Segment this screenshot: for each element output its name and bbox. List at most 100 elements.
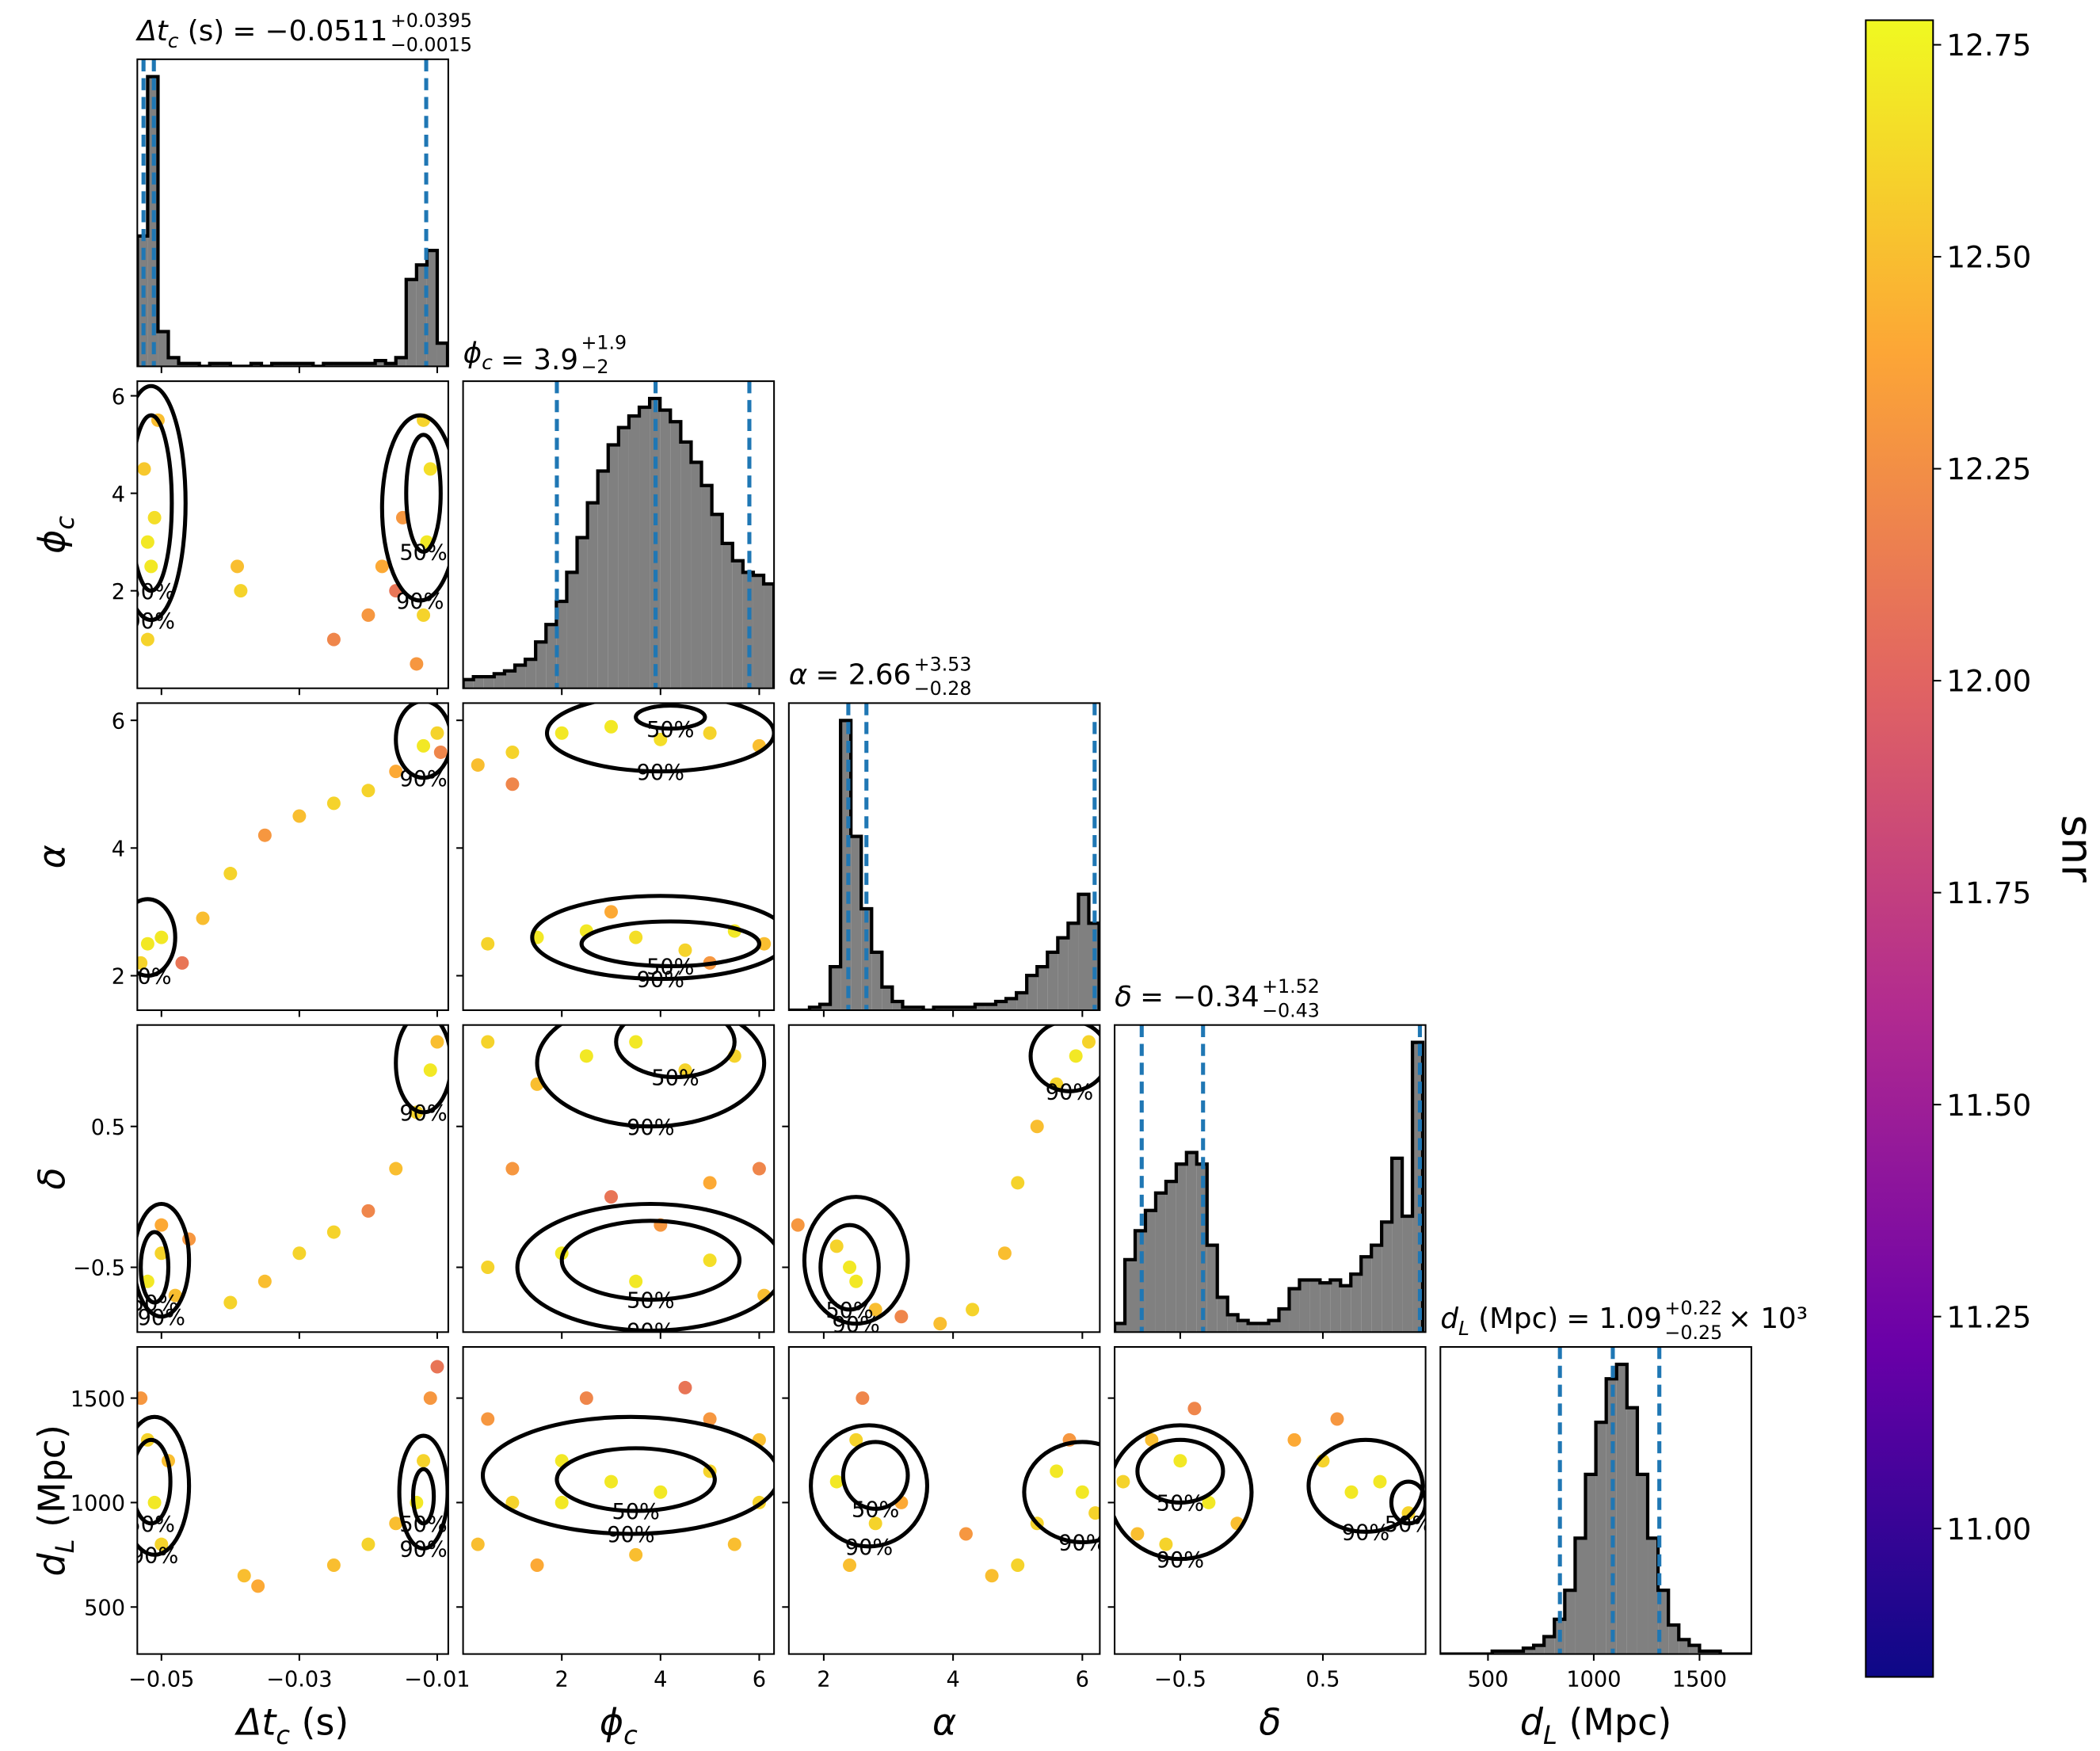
y-axis-label: ϕc	[31, 516, 80, 554]
title-plus: +3.53	[914, 654, 972, 676]
scatter-point	[292, 809, 307, 823]
hist-bar	[639, 407, 650, 689]
scatter-point	[410, 657, 424, 671]
scatter-point	[678, 1063, 692, 1078]
contour-label: 90%	[845, 1535, 893, 1560]
panel-title: α = 2.66	[789, 659, 911, 692]
contour	[137, 383, 188, 623]
scatter-point	[481, 1261, 495, 1275]
hist-bar	[974, 1004, 985, 1010]
contour	[481, 1414, 775, 1536]
contour-label: 50%	[852, 1498, 899, 1523]
scatter-point	[196, 911, 210, 925]
label-unit: (Mpc)	[1557, 1701, 1671, 1744]
y-tick-label: 4	[112, 837, 125, 862]
hist-bar	[670, 422, 681, 689]
scatter-point	[417, 608, 431, 622]
scatter-point	[257, 828, 272, 842]
hist-bar	[587, 502, 598, 689]
scatter-point	[1145, 1432, 1159, 1447]
hist-bar	[691, 462, 702, 689]
hist-bar	[1330, 1280, 1341, 1333]
scatter-point	[1401, 1506, 1416, 1520]
scatter-point	[868, 1303, 882, 1317]
scatter-point	[505, 745, 520, 759]
panel-title: δ = −0.34	[1115, 981, 1260, 1013]
contour	[137, 1437, 173, 1526]
hist-bar	[1068, 923, 1079, 1010]
label-main: ϕ	[31, 530, 74, 554]
hist-bar	[1237, 1320, 1248, 1333]
panel-frame	[136, 1345, 449, 1655]
scatter-point	[430, 726, 444, 740]
hist-bar	[985, 1004, 996, 1010]
contour	[614, 1024, 737, 1080]
hist-bar	[1616, 1364, 1627, 1654]
contour-label: 50%	[131, 1291, 178, 1316]
scatter-point	[223, 1295, 238, 1310]
scatter-point	[430, 1360, 444, 1374]
scatter-panel: 90%50%90%	[791, 1024, 1100, 1332]
hist-bar	[1217, 1297, 1228, 1333]
scatter-point	[1330, 1412, 1344, 1426]
panel-title: dL (Mpc) = 1.09	[1440, 1303, 1662, 1340]
hist-bar	[597, 471, 608, 689]
scatter-point	[423, 462, 437, 476]
contour	[1389, 1479, 1426, 1526]
x-tick-label: 0.5	[1305, 1667, 1340, 1692]
scatter-point	[1173, 1454, 1187, 1468]
title-value: = −0.34	[1140, 981, 1260, 1013]
colorbar-tick-label: 12.50	[1946, 240, 2031, 275]
scatter-point	[829, 1474, 844, 1489]
label-unit: (Mpc)	[1469, 1303, 1558, 1335]
contour-label: 90%	[627, 1116, 674, 1140]
contour	[139, 1230, 171, 1305]
contour	[818, 1223, 881, 1312]
hist-bar	[1351, 1274, 1362, 1333]
scatter-point	[629, 1547, 643, 1562]
x-tick-label: 6	[1076, 1667, 1089, 1692]
hist-bar	[1027, 975, 1038, 1010]
hist-bar	[722, 543, 733, 689]
hist-bar	[1575, 1538, 1586, 1654]
contour-label: 90%	[1157, 1548, 1204, 1573]
scatter-point	[856, 1391, 870, 1406]
scatter-point	[326, 632, 341, 647]
hist-bar	[1145, 1210, 1156, 1333]
hist-bar	[483, 677, 494, 689]
y-tick-label: 6	[112, 385, 125, 410]
scatter-point	[752, 1162, 766, 1176]
label-main: α	[932, 1701, 956, 1744]
scatter-point	[966, 1303, 980, 1317]
scatter-point	[175, 956, 189, 970]
scatter-panel: 90%50%90%	[131, 1024, 448, 1330]
hist-bar	[436, 343, 448, 367]
contour	[394, 703, 448, 780]
label-main: ϕ	[600, 1701, 623, 1744]
scatter-point	[168, 1288, 182, 1303]
label-sub: L	[1543, 1720, 1557, 1750]
scatter-point	[223, 867, 238, 881]
y-tick-label: −0.5	[73, 1257, 125, 1281]
contour-label: 90%	[607, 1523, 654, 1547]
contour	[1028, 1024, 1100, 1093]
label-main: δ	[31, 1167, 74, 1189]
hist-bar	[753, 575, 764, 689]
scatter-point	[703, 1176, 717, 1190]
scatter-point	[505, 1495, 520, 1509]
scatter-point	[417, 1454, 431, 1468]
contour-label: 50%	[399, 541, 447, 566]
scatter-panel: 90% 90%	[124, 703, 448, 990]
hist-bar	[1058, 937, 1069, 1010]
hist-bar	[1258, 1323, 1269, 1333]
contour	[137, 1201, 192, 1319]
hist-bar	[1371, 1245, 1382, 1333]
scatter-point	[154, 930, 169, 944]
scatter-point	[933, 1317, 947, 1331]
contour	[840, 1440, 910, 1511]
contour	[555, 1446, 717, 1513]
hist-bar	[1544, 1636, 1555, 1654]
contour-label: 90%	[124, 965, 171, 990]
contour-label: 90%	[396, 589, 444, 614]
